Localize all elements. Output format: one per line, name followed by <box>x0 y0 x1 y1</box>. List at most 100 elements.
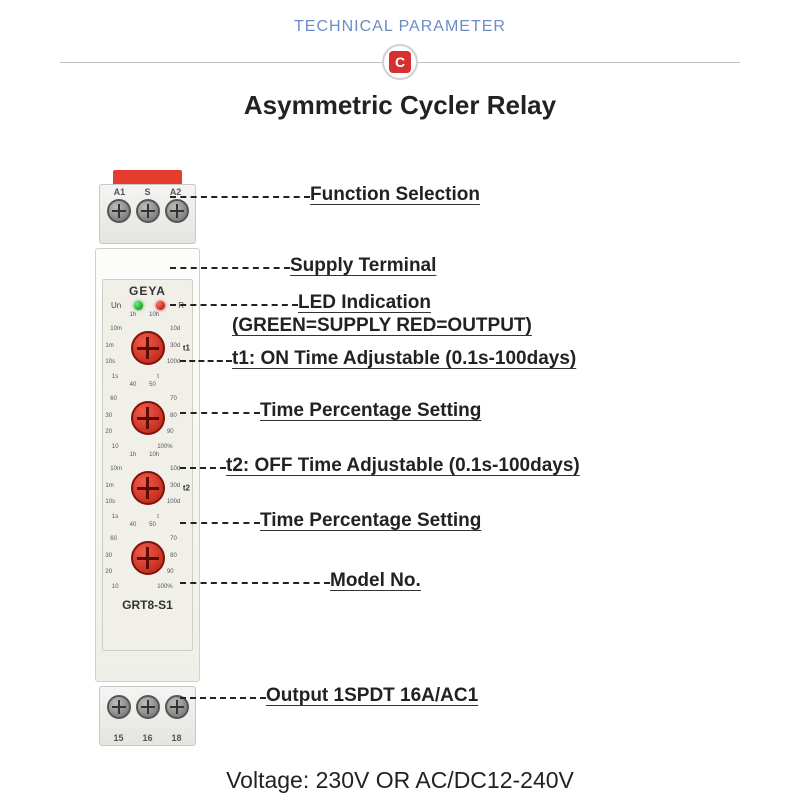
dial-mark: 20 <box>105 569 112 575</box>
diagram-stage: A1 S A2 GEYA Un R 1h10h10m10d1m30d10s100… <box>0 150 800 800</box>
callout-leader-line <box>180 467 226 469</box>
callout-leader-line <box>180 582 330 584</box>
dial-mark: 80 <box>170 413 177 419</box>
screw-icon <box>136 695 160 719</box>
dial-mark: 10s <box>105 359 115 365</box>
callout-label: t2: OFF Time Adjustable (0.1s-100days) <box>226 455 770 477</box>
led-red-icon <box>156 301 165 310</box>
screw-icon <box>107 199 131 223</box>
header-divider: C <box>0 42 800 82</box>
dial-zone: 1h 10h 10m 10d 1m 30d 10s 100d 1s t t2 <box>107 454 188 522</box>
dial-mark: 60 <box>110 536 117 542</box>
dial-zone: 40 50 60 70 30 80 20 90 10 100% <box>107 524 188 592</box>
terminal-label: 15 <box>113 733 123 743</box>
callout-label: Time Percentage Setting <box>260 510 770 532</box>
dial-marks: 1h 10h 10m 10d 1m 30d 10s 100d 1s t <box>107 454 188 522</box>
voltage-spec: Voltage: 230V OR AC/DC12-240V <box>0 767 800 794</box>
terminal-block-bottom: 15 16 18 <box>99 686 196 746</box>
dial-mark: 90 <box>167 429 174 435</box>
terminal-label: A1 <box>114 187 126 197</box>
device-body: GEYA Un R 1h10h10m10d1m30d10s100d1stt140… <box>95 248 200 682</box>
callout-label: Function Selection <box>310 184 770 206</box>
dial-mark: 30d <box>170 343 180 349</box>
dial-mark: 100d <box>167 359 180 365</box>
callout-leader-line <box>170 267 290 269</box>
callout-leader-line <box>180 522 260 524</box>
dial-mark: 90 <box>167 569 174 575</box>
dial-mark: 100% <box>157 584 172 590</box>
callout-label: LED Indication <box>298 292 770 314</box>
dial-mark: 40 <box>130 522 137 528</box>
terminal-label: 18 <box>171 733 181 743</box>
dial-mark: 30 <box>105 413 112 419</box>
screw-icon <box>165 199 189 223</box>
callout-label: Time Percentage Setting <box>260 400 770 422</box>
dial-mark: 100% <box>157 444 172 450</box>
face-panel: GEYA Un R 1h10h10m10d1m30d10s100d1stt140… <box>102 279 193 651</box>
dial-side-label: t1 <box>183 344 190 353</box>
dial-marks: 40 50 60 70 30 80 20 90 10 100% <box>107 384 188 452</box>
terminal-block-top: A1 S A2 <box>99 184 196 244</box>
dial-mark: 1h <box>130 312 137 318</box>
dial-zone: 1h 10h 10m 10d 1m 30d 10s 100d 1s t t1 <box>107 314 188 382</box>
dial-mark: t <box>157 514 159 520</box>
callout-label: Supply Terminal <box>290 255 770 277</box>
dial-mark: 10 <box>112 444 119 450</box>
device-top-clip <box>113 170 182 184</box>
callout-leader-line <box>170 196 310 198</box>
callout-leader-line <box>180 412 260 414</box>
header-small-title: TECHNICAL PARAMETER <box>0 18 800 36</box>
dial-mark: 1s <box>112 514 118 520</box>
dial-mark: 10d <box>170 326 180 332</box>
dial-mark: 20 <box>105 429 112 435</box>
dial-mark: 100d <box>167 499 180 505</box>
screw-icon <box>107 695 131 719</box>
dial-zone: 40 50 60 70 30 80 20 90 10 100% <box>107 384 188 452</box>
header: TECHNICAL PARAMETER C Asymmetric Cycler … <box>0 0 800 121</box>
logo-icon: C <box>389 51 411 73</box>
dial-mark: 10h <box>149 452 159 458</box>
relay-device: A1 S A2 GEYA Un R 1h10h10m10d1m30d10s100… <box>95 180 200 750</box>
model-label: GRT8-S1 <box>107 598 188 612</box>
callout-label: Model No. <box>330 570 770 592</box>
dial-mark: 10m <box>110 466 122 472</box>
dial-mark: 10d <box>170 466 180 472</box>
dial-mark: 30 <box>105 553 112 559</box>
callout-leader-line <box>180 360 232 362</box>
callout-leader-line <box>170 304 298 306</box>
dial-mark: 10 <box>112 584 119 590</box>
dial-mark: 10m <box>110 326 122 332</box>
dial-mark: 30d <box>170 483 180 489</box>
dial-mark: 60 <box>110 396 117 402</box>
dial-mark: 50 <box>149 522 156 528</box>
dial-mark: 1h <box>130 452 137 458</box>
dial-mark: 10s <box>105 499 115 505</box>
callout-label: (GREEN=SUPPLY RED=OUTPUT) <box>232 315 770 337</box>
dial-mark: 50 <box>149 382 156 388</box>
dial-mark: 70 <box>170 536 177 542</box>
screw-row-top <box>100 199 195 223</box>
logo-badge: C <box>382 44 418 80</box>
dial-mark: 40 <box>130 382 137 388</box>
dial-marks: 1h 10h 10m 10d 1m 30d 10s 100d 1s t <box>107 314 188 382</box>
terminal-bottom-labels: 15 16 18 <box>100 731 195 743</box>
dial-mark: 70 <box>170 396 177 402</box>
brand-label: GEYA <box>107 284 188 298</box>
terminal-label: 16 <box>142 733 152 743</box>
callout-label: Output 1SPDT 16A/AC1 <box>266 685 770 707</box>
led-left-label: Un <box>111 301 121 310</box>
dial-mark: t <box>157 374 159 380</box>
terminal-label: S <box>144 187 150 197</box>
callout-label: t1: ON Time Adjustable (0.1s-100days) <box>232 348 770 370</box>
dial-marks: 40 50 60 70 30 80 20 90 10 100% <box>107 524 188 592</box>
dial-mark: 1s <box>112 374 118 380</box>
led-green-icon <box>134 301 143 310</box>
callout-leader-line <box>180 697 266 699</box>
dial-mark: 1m <box>105 483 113 489</box>
dial-mark: 1m <box>105 343 113 349</box>
dial-mark: 10h <box>149 312 159 318</box>
main-title: Asymmetric Cycler Relay <box>0 90 800 121</box>
screw-icon <box>136 199 160 223</box>
dial-side-label: t2 <box>183 484 190 493</box>
dial-mark: 80 <box>170 553 177 559</box>
